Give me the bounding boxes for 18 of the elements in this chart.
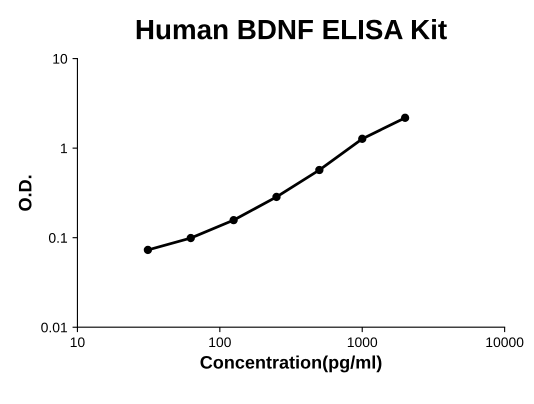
y-axis-title: O.D. [18,176,32,211]
x-tick-label: 100 [209,337,231,348]
point [400,114,410,122]
y-tick-label: 0.1 [48,233,68,243]
y-tick-label: 0.01 [41,322,68,332]
chart-title: Human BDNF ELISA Kit [136,19,447,40]
x-tick-label: 1000 [348,337,378,348]
x-tick-label: 10 [70,337,85,348]
x-tick-label: 10000 [486,337,524,348]
point [186,234,195,242]
y-tick-label: 1 [61,144,68,154]
point [144,246,152,254]
point [315,166,324,174]
point [358,134,366,144]
point [272,192,281,202]
x-axis-title: Concentration(pg/ml) [200,355,382,372]
y-tick-label: 10 [53,54,68,64]
point [229,216,238,224]
